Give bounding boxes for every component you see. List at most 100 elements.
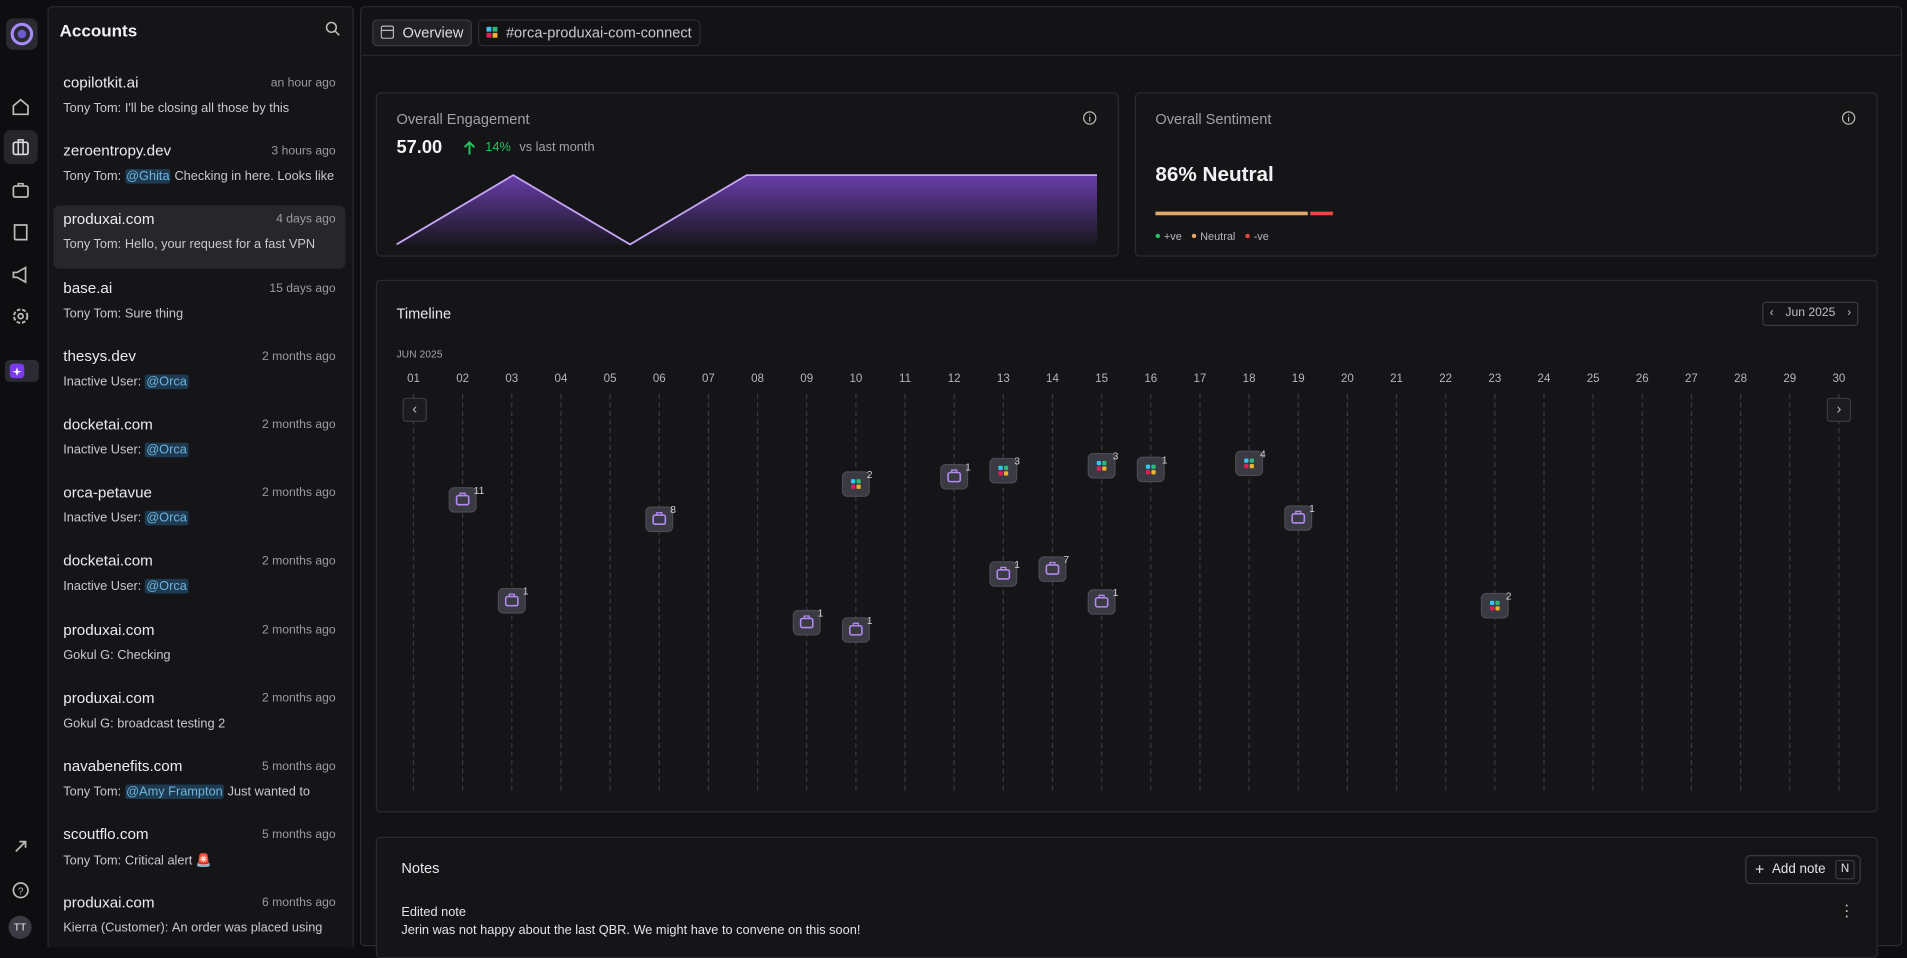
event-count: 3 xyxy=(1113,452,1119,463)
slack-icon-part xyxy=(1495,600,1500,606)
preview-text: Hello, your request for a fast VPN xyxy=(124,237,316,253)
account-time: 2 months ago xyxy=(261,418,336,432)
day-label: 19 xyxy=(1292,373,1305,385)
slack-icon-part xyxy=(1249,463,1254,469)
nav-active-bg xyxy=(3,130,38,165)
period-label: Jun 2025 xyxy=(1785,306,1836,320)
event-count: 1 xyxy=(1113,588,1119,599)
event-count: 7 xyxy=(1063,555,1069,566)
nav-home[interactable] xyxy=(10,96,32,118)
account-item[interactable]: base.ai 15 days ago Tony Tom: Sure thing xyxy=(54,274,346,337)
event-count: 2 xyxy=(867,470,873,481)
day-label: 12 xyxy=(948,373,961,385)
timeline-event[interactable]: 3 xyxy=(989,457,1020,484)
day-label: 06 xyxy=(653,373,666,385)
timeline-event[interactable]: 2 xyxy=(841,470,873,497)
slack-icon-part xyxy=(1151,464,1156,469)
tab-overview[interactable]: Overview xyxy=(372,19,472,47)
event-count: 1 xyxy=(1162,455,1168,466)
nav-help[interactable]: ? xyxy=(10,879,32,901)
day-label: 16 xyxy=(1144,373,1157,385)
account-item[interactable]: zeroentropy.dev 3 hours ago Tony Tom: @Ghit… xyxy=(54,138,346,201)
scroll-right[interactable]: › xyxy=(1826,397,1852,423)
timeline-event[interactable]: 1 xyxy=(940,463,971,490)
account-name: base.ai xyxy=(63,279,113,297)
account-preview: Tony Tom: Critical alert 🚨 xyxy=(63,853,211,869)
slack-icon-part xyxy=(1102,460,1107,466)
meeting-icon xyxy=(455,494,470,506)
info-icon[interactable] xyxy=(1841,111,1856,126)
timeline-event[interactable]: 2 xyxy=(1480,592,1512,619)
engagement-card: Overall Engagement 57.00 14% vs last mon… xyxy=(375,92,1119,257)
legend-label: +ve xyxy=(1164,231,1182,243)
tab-channel[interactable]: #orca-produxai-com-connect xyxy=(477,19,701,47)
user-avatar[interactable]: TT xyxy=(8,915,32,939)
preview-author: Gokul G: xyxy=(63,716,114,731)
account-item[interactable]: docketai.com 2 months ago Inactive User: @O… xyxy=(54,411,346,474)
timeline: 01 02 03 04 05 06 07 08 09 10 11 12 13 14 15 16 17 18 19 20… xyxy=(407,373,1845,792)
day-label: 30 xyxy=(1832,373,1845,385)
account-item[interactable]: produxai.com 6 months ago Kierra (Customer… xyxy=(54,890,346,953)
info-icon[interactable] xyxy=(1082,111,1097,126)
account-preview: Gokul G: Checking xyxy=(63,648,170,663)
account-item[interactable]: produxai.com 2 months ago Gokul G: broadcas… xyxy=(54,684,346,747)
account-item[interactable]: orca-petavue 2 months ago Inactive User: @O… xyxy=(54,479,346,542)
sparkline-area xyxy=(396,175,1098,245)
timeline-event[interactable]: 1 xyxy=(1284,504,1315,531)
timeline-event[interactable]: 1 xyxy=(989,560,1020,587)
timeline-event[interactable]: 1 xyxy=(792,609,824,636)
nav-docs[interactable] xyxy=(10,221,32,243)
timeline-event[interactable]: 1 xyxy=(841,616,873,643)
slack-icon-part xyxy=(998,471,1003,476)
account-item[interactable]: scoutflo.com 5 months ago Tony Tom: Critica… xyxy=(54,821,346,884)
account-time: 2 months ago xyxy=(261,350,336,364)
logo[interactable] xyxy=(6,18,38,50)
add-note-button[interactable]: + Add note N xyxy=(1745,854,1861,885)
timeline-event[interactable]: 3 xyxy=(1087,452,1119,479)
engagement-change: 14% xyxy=(485,139,511,155)
engagement-value: 57.00 xyxy=(396,137,443,159)
search-button[interactable] xyxy=(325,21,341,37)
account-item[interactable]: produxai.com 2 months ago Gokul G: Checking xyxy=(54,616,346,679)
next-period[interactable]: › xyxy=(1847,306,1852,320)
timeline-event[interactable]: 1 xyxy=(1087,588,1119,615)
timeline-event[interactable]: 4 xyxy=(1235,449,1266,477)
period-picker[interactable]: ‹ Jun 2025 › xyxy=(1762,301,1859,326)
nav-accounts[interactable] xyxy=(10,136,32,158)
nav-settings[interactable] xyxy=(10,305,32,327)
timeline-event[interactable]: 11 xyxy=(448,486,485,513)
legend-label: Neutral xyxy=(1200,231,1235,243)
event-badge xyxy=(1087,589,1116,615)
account-item[interactable]: copilotkit.ai an hour ago Tony Tom: I'll be… xyxy=(54,69,346,132)
account-item[interactable]: thesys.dev 2 months ago Inactive User: @Orc… xyxy=(54,343,346,406)
account-item[interactable]: docketai.com 2 months ago Inactive User: @O… xyxy=(54,548,346,611)
timeline-event[interactable]: 1 xyxy=(497,587,529,614)
preview-text: Just wanted to xyxy=(227,784,311,800)
tab-label: Overview xyxy=(402,24,464,42)
nav-ai[interactable] xyxy=(4,359,39,382)
timeline-event[interactable]: 8 xyxy=(645,505,676,533)
nav-launch[interactable] xyxy=(10,836,32,858)
prev-period[interactable]: ‹ xyxy=(1769,306,1774,320)
scroll-left[interactable]: ‹ xyxy=(402,397,427,423)
nav-campaigns[interactable] xyxy=(10,264,32,286)
account-item[interactable]: produxai.com 4 days ago Tony Tom: Hello, yo… xyxy=(53,206,346,270)
slack-icon-part xyxy=(1244,463,1249,469)
account-preview: Kierra (Customer): An order was placed us… xyxy=(63,921,322,936)
event-badge xyxy=(989,457,1018,484)
note-menu[interactable]: ⋮ xyxy=(1838,901,1855,920)
meeting-icon xyxy=(1000,566,1007,570)
timeline-event[interactable]: 7 xyxy=(1038,555,1069,582)
account-item[interactable]: navabenefits.com 5 months ago Tony Tom: @Am… xyxy=(54,753,346,816)
account-preview: Tony Tom: I'll be closing all those by th… xyxy=(63,101,289,116)
nav-deals[interactable] xyxy=(10,179,32,201)
engagement-comparison: vs last month xyxy=(519,139,595,155)
slack-icon-part xyxy=(851,484,856,489)
day-label: 27 xyxy=(1685,373,1698,385)
slack-icon-part xyxy=(1249,458,1254,463)
timeline-event[interactable]: 1 xyxy=(1136,455,1168,483)
day-label: 21 xyxy=(1390,373,1403,385)
mention: @Ghita xyxy=(124,169,171,184)
account-name: copilotkit.ai xyxy=(63,74,139,92)
